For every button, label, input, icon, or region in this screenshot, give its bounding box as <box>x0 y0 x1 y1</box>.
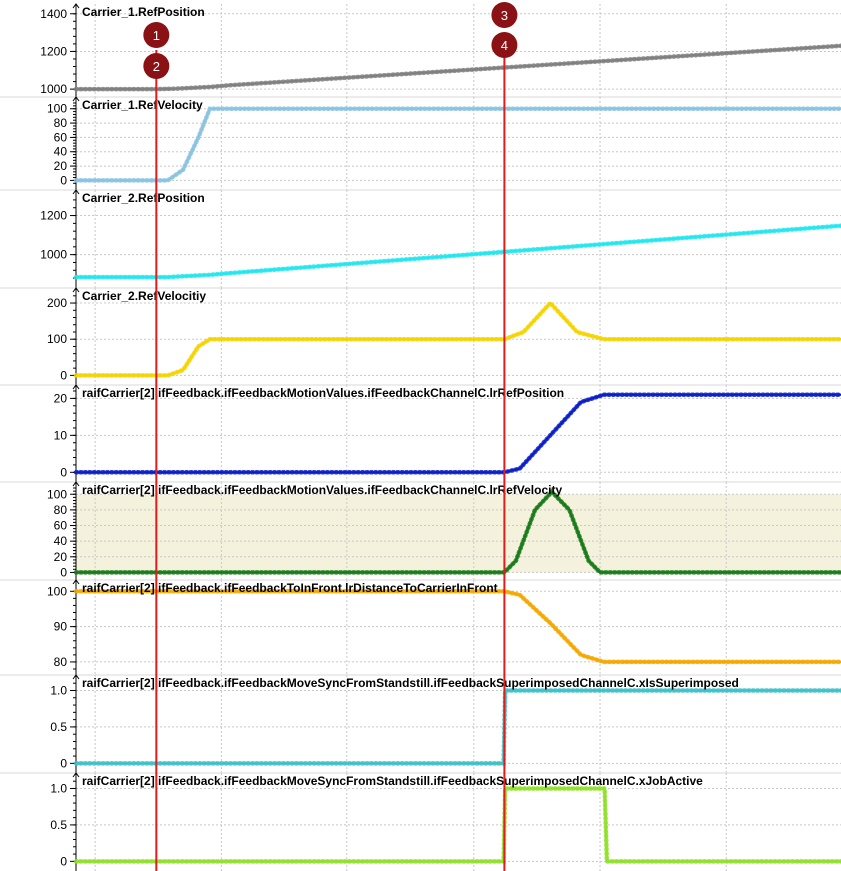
y-axis-arrow <box>72 481 80 487</box>
series-markers <box>73 488 841 575</box>
cursor-marker-label: 1 <box>153 28 160 43</box>
y-tick-label: 0.5 <box>50 818 67 832</box>
chart-title: raifCarrier[2].ifFeedback.ifFeedbackMove… <box>82 774 703 788</box>
cursor-marker-circle <box>143 53 170 79</box>
y-tick-label: 1.0 <box>50 683 67 697</box>
cursor-marker: 3 <box>491 2 518 28</box>
y-tick-label: 0 <box>60 854 67 868</box>
y-tick-label: 0 <box>60 565 67 579</box>
cursor-marker-label: 4 <box>501 38 508 53</box>
y-axis-arrow <box>72 674 80 680</box>
y-axis-arrow <box>72 579 80 585</box>
series-markers <box>73 786 841 864</box>
chart-title: Carrier_2.RefPosition <box>82 191 205 205</box>
cursor-marker-label: 2 <box>153 59 160 74</box>
y-tick-label: 100 <box>47 102 67 116</box>
cursor-marker-circle <box>143 22 170 48</box>
chart-panel: 80 90 100 raifCarrier[2].ifFeedback.ifFeedb… <box>0 579 841 675</box>
y-tick-label: 20 <box>54 550 68 564</box>
y-tick-label: 60 <box>54 130 68 144</box>
cursor-marker: 1 <box>143 22 170 48</box>
y-axis-arrow <box>72 3 80 9</box>
y-axis-arrow <box>72 96 80 102</box>
cursor: 34 <box>491 2 518 871</box>
y-tick-label: 1000 <box>40 82 67 96</box>
y-tick-label: 100 <box>47 332 67 346</box>
y-tick-label: 40 <box>54 534 68 548</box>
y-axis-arrow <box>72 384 80 390</box>
cursor: 12 <box>143 22 170 871</box>
series-markers <box>73 43 841 92</box>
cursor-marker-label: 3 <box>501 8 508 23</box>
y-tick-label: 1000 <box>40 248 67 262</box>
y-tick-label: 20 <box>54 159 68 173</box>
chart-panel: 1000 1200 1400 Carrier_1.RefPosition <box>40 3 841 97</box>
y-axis-arrow <box>72 772 80 778</box>
chart-title: raifCarrier[2].ifFeedback.ifFeedbackMove… <box>82 676 739 690</box>
chart-title: Carrier_2.RefVelocitiy <box>82 289 206 303</box>
chart-title: raifCarrier[2].ifFeedback.ifFeedbackMoti… <box>82 483 562 497</box>
chart-panel: 0 10 20 raifCarrier[2].ifFeedback.ifFeedbac… <box>0 384 841 482</box>
y-tick-label: 1200 <box>40 209 67 223</box>
y-tick-label: 0 <box>60 368 67 382</box>
y-tick-label: 100 <box>47 584 67 598</box>
y-tick-label: 90 <box>54 620 68 634</box>
chart-panel: 1000 1200 Carrier_2.RefPosition <box>0 189 841 288</box>
y-tick-label: 0 <box>60 173 67 187</box>
y-tick-label: 0 <box>60 465 67 479</box>
chart-title: raifCarrier[2].ifFeedback.ifFeedbackMoti… <box>82 386 564 400</box>
y-axis-arrow <box>72 189 80 195</box>
y-tick-label: 40 <box>54 145 68 159</box>
y-tick-label: 200 <box>47 296 67 310</box>
chart-title: Carrier_1.RefVelocity <box>82 98 203 112</box>
y-tick-label: 80 <box>54 655 68 669</box>
chart-panel: 0 0.5 1.0 raifCarrier[2].ifFeedback.ifFeedb… <box>0 674 841 773</box>
y-tick-label: 10 <box>54 428 68 442</box>
y-tick-label: 0.5 <box>50 720 67 734</box>
series-markers <box>73 223 841 280</box>
cursor-marker-circle <box>491 32 518 58</box>
y-tick-label: 20 <box>54 391 68 405</box>
chart-title: Carrier_1.RefPosition <box>82 5 205 19</box>
y-tick-label: 1.0 <box>50 781 67 795</box>
chart-panel: 0 100 200 Carrier_2.RefVelocitiy <box>0 287 841 385</box>
chart-panel: 0 0.5 1.0 raifCarrier[2].ifFeedback.ifFeedb… <box>0 772 841 871</box>
value-band <box>76 494 841 573</box>
cursor-marker-circle <box>491 2 518 28</box>
cursor-marker: 4 <box>491 32 518 58</box>
chart-title: raifCarrier[2].ifFeedback.ifFeedbackToIn… <box>82 581 498 595</box>
y-tick-label: 80 <box>54 503 68 517</box>
y-axis-arrow <box>72 287 80 293</box>
series-markers <box>73 106 841 183</box>
y-tick-label: 0 <box>60 756 67 770</box>
y-tick-label: 1400 <box>40 7 67 21</box>
y-tick-label: 60 <box>54 519 68 533</box>
cursor-marker: 2 <box>143 53 170 79</box>
y-tick-label: 80 <box>54 116 68 130</box>
y-tick-label: 1200 <box>40 44 67 58</box>
y-tick-label: 100 <box>47 487 67 501</box>
